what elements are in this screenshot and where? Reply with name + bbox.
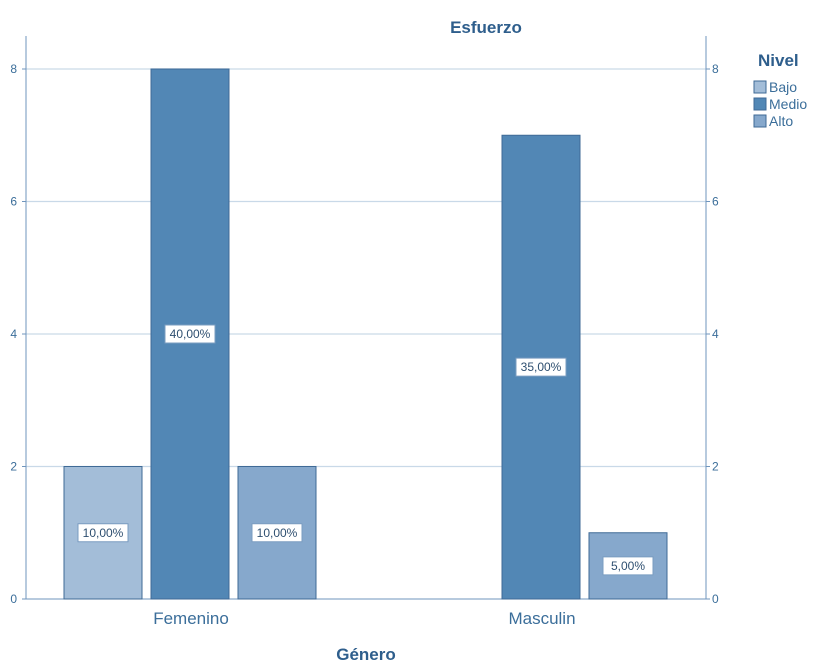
legend-swatch — [753, 114, 767, 128]
legend-label: Alto — [769, 113, 793, 129]
chart-title: Esfuerzo — [450, 18, 522, 37]
data-label: 10,00% — [257, 526, 298, 540]
data-label-box — [251, 523, 303, 543]
data-labels: 10,00% 40,00% 10,00% 35,00% 5,00% — [77, 324, 654, 576]
category-label: Femenino — [153, 609, 229, 628]
y2-tick-label: 4 — [712, 327, 719, 341]
gridlines — [26, 68, 706, 468]
legend-swatch — [753, 97, 767, 111]
y2-tick-label: 2 — [712, 460, 719, 474]
data-label-box — [77, 523, 129, 543]
y2-tick-label: 6 — [712, 195, 719, 209]
data-label: 10,00% — [83, 526, 124, 540]
category-labels: Femenino Masculin — [153, 609, 575, 628]
data-label-box — [164, 324, 216, 344]
legend-title: Nivel — [758, 51, 799, 70]
y-tick-label: 2 — [10, 460, 17, 474]
x-axis-title: Género — [336, 645, 396, 664]
data-label: 5,00% — [611, 559, 645, 573]
legend-label: Bajo — [769, 79, 797, 95]
y-tick-label: 4 — [10, 327, 17, 341]
legend-swatch — [753, 80, 767, 94]
category-label: Masculin — [508, 609, 575, 628]
data-label-box — [515, 357, 567, 377]
y2-tick-label: 8 — [712, 62, 719, 76]
y2-tick-label: 0 — [712, 592, 719, 606]
y-tick-label: 6 — [10, 195, 17, 209]
data-label: 35,00% — [521, 360, 562, 374]
data-label: 40,00% — [170, 327, 211, 341]
y-tick-label: 8 — [10, 62, 17, 76]
data-label-box — [602, 556, 654, 576]
legend-label: Medio — [769, 96, 807, 112]
y-tick-label: 0 — [10, 592, 17, 606]
